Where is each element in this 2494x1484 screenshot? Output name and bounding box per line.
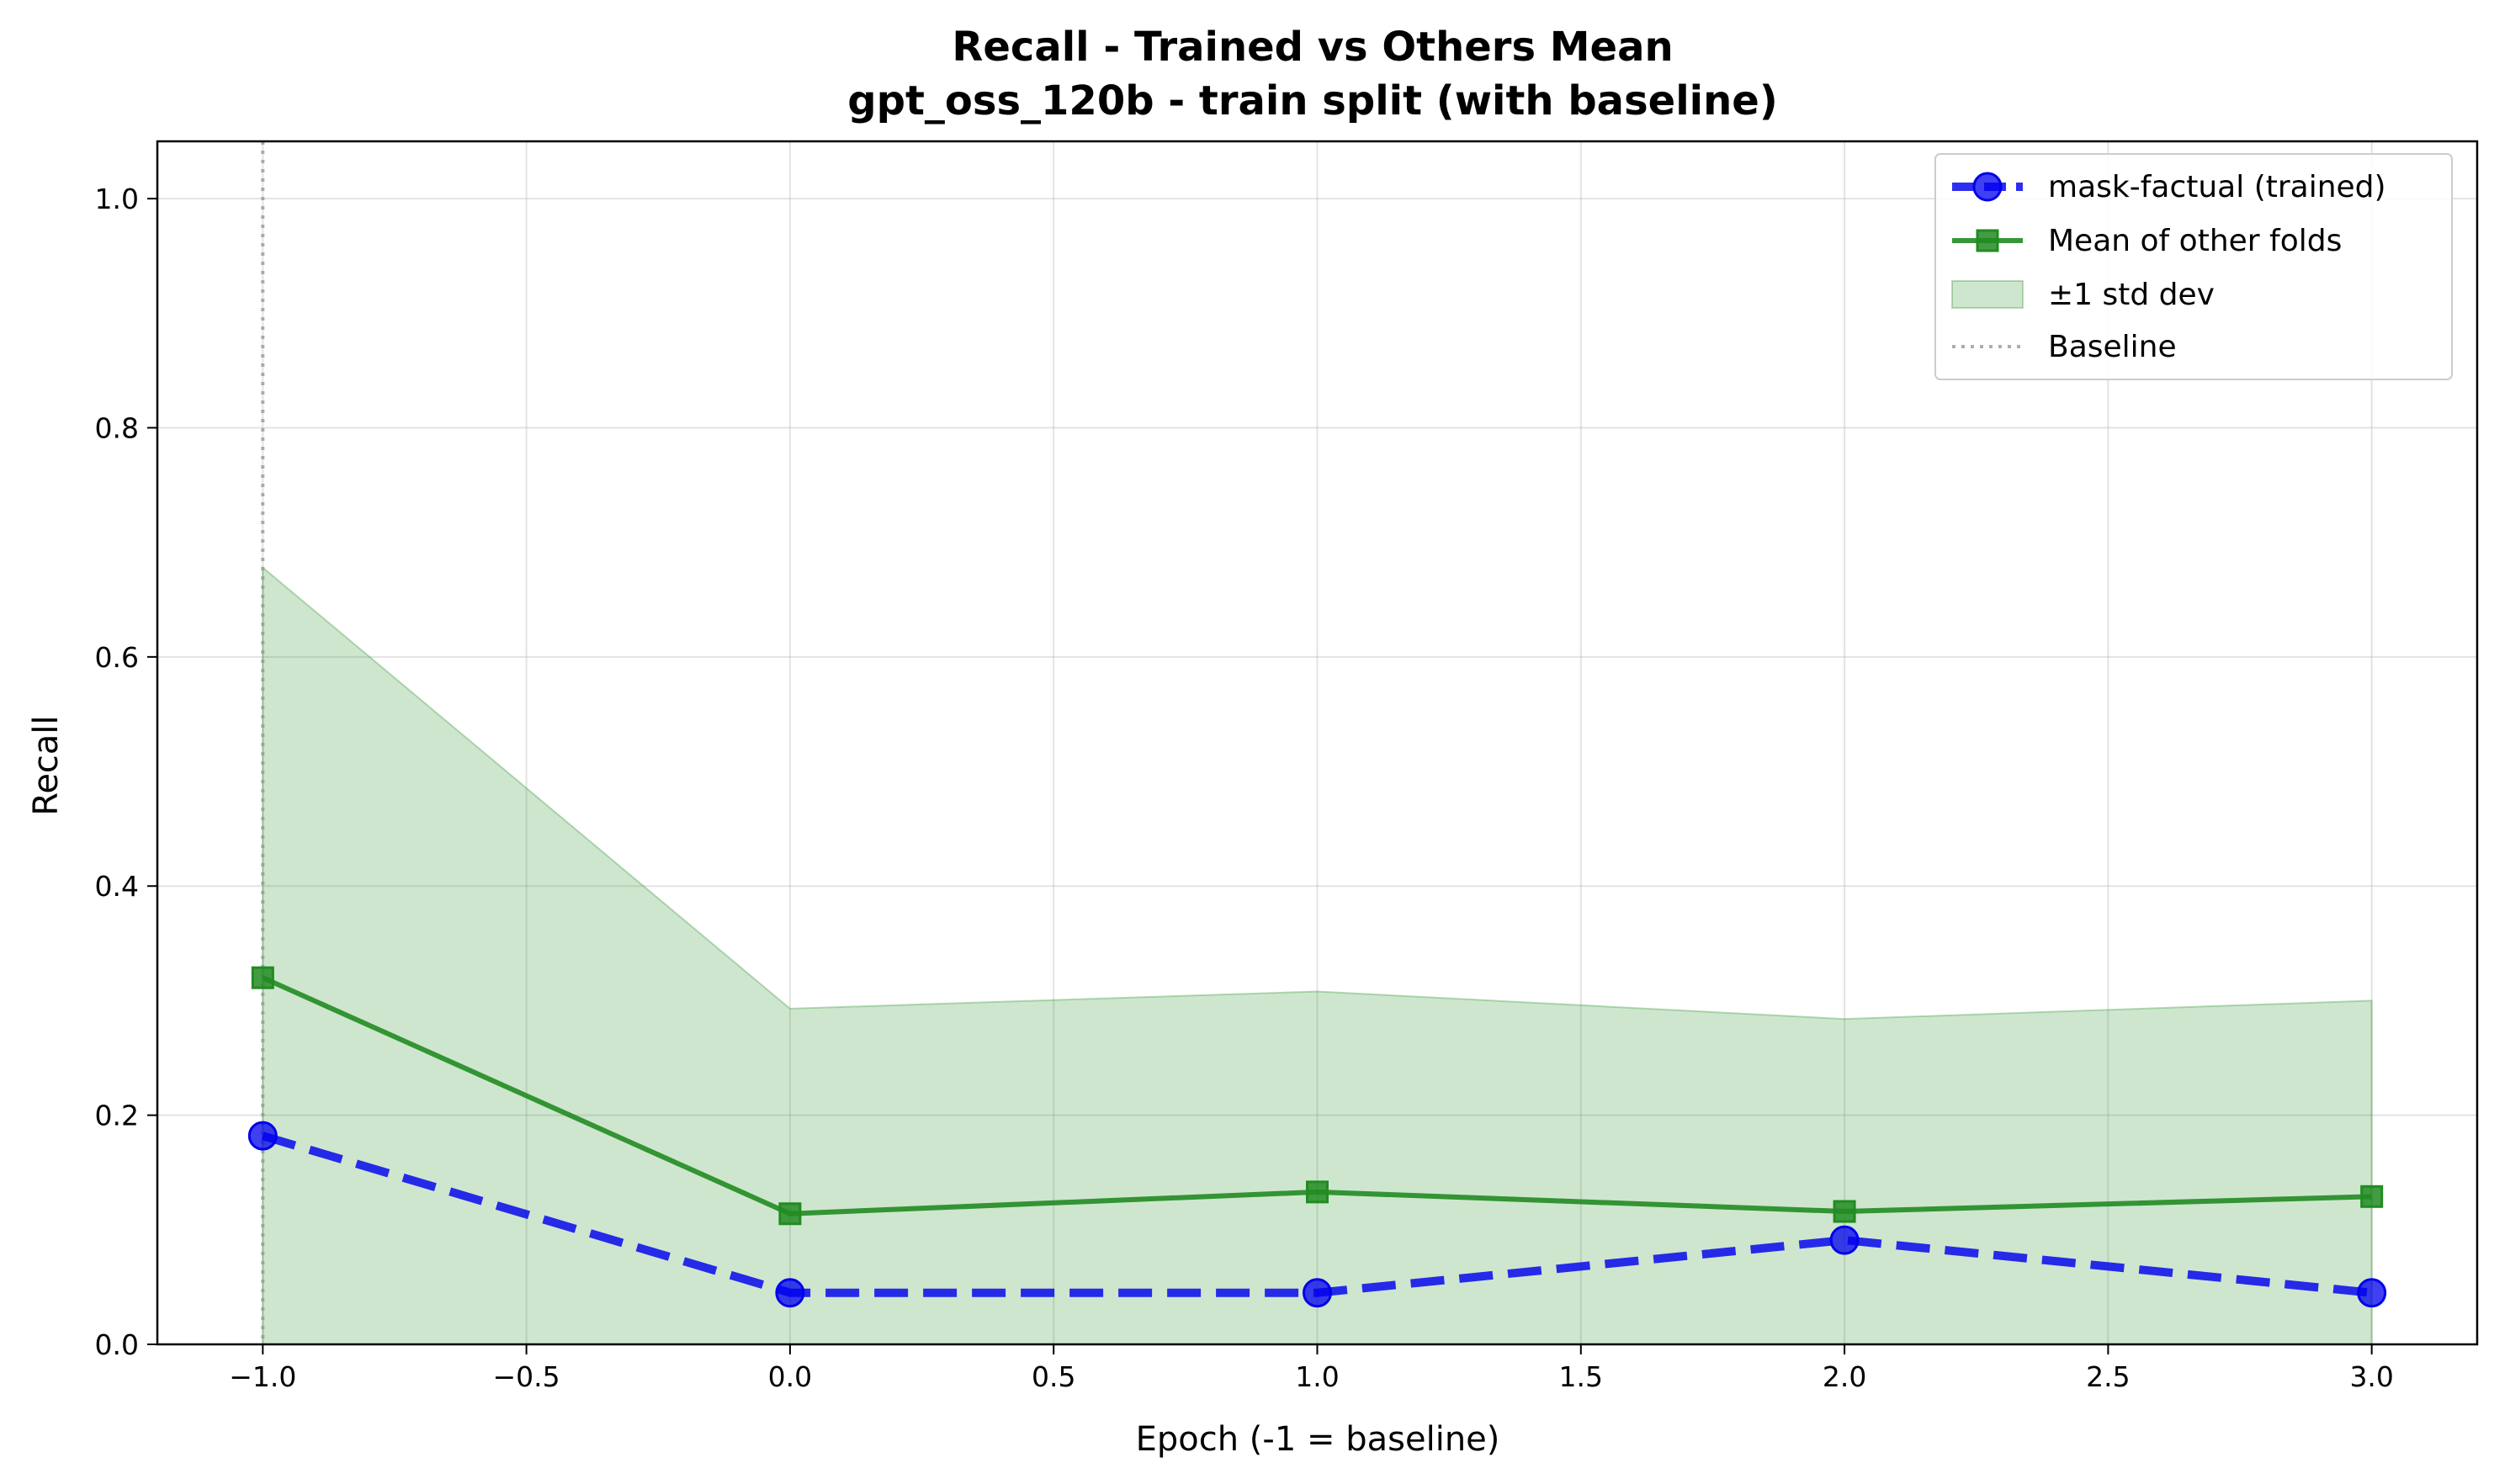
x-tick-label: −0.5 <box>493 1360 560 1393</box>
series-point-trained <box>1303 1278 1332 1308</box>
legend-label-std: ±1 std dev <box>2048 278 2215 312</box>
series-point-others <box>2360 1185 2384 1208</box>
x-tick-label: −1.0 <box>229 1360 296 1393</box>
chart-subtitle: gpt_oss_120b - train split (with baselin… <box>847 77 1778 125</box>
legend: mask-factual (trained) Mean of other fol… <box>1934 153 2453 380</box>
tick-labels: −1.0 −0.5 0.0 0.5 1.0 1.5 2.0 2.5 3.0 0.0 0.2 0.4 0.… <box>95 183 2394 1393</box>
axes <box>147 140 2479 1354</box>
x-axis-label: Epoch (-1 = baseline) <box>1136 1420 1500 1459</box>
x-tick-label: 1.5 <box>1559 1360 1603 1393</box>
series-point-trained <box>1829 1225 1860 1255</box>
x-tick-label: 0.5 <box>1032 1360 1075 1393</box>
legend-frame <box>1934 153 2453 380</box>
legend-label-others: Mean of other folds <box>2048 224 2342 258</box>
series-point-trained <box>247 1121 278 1151</box>
x-tick-label: 1.0 <box>1295 1360 1339 1393</box>
x-tick-label: 2.0 <box>1823 1360 1866 1393</box>
legend-marker-trained <box>1972 172 2003 202</box>
plot-frame <box>156 140 2479 1346</box>
legend-markers <box>1951 172 2024 348</box>
y-tick-label: 0.4 <box>95 870 139 903</box>
y-tick-label: 0.8 <box>95 411 139 444</box>
legend-swatch-std <box>1951 280 2024 309</box>
series-point-others <box>251 966 274 989</box>
legend-marker-others <box>1976 229 1999 252</box>
series-point-trained <box>2357 1278 2387 1308</box>
x-tick-label: 2.5 <box>2086 1360 2130 1393</box>
series-point-others <box>778 1202 802 1226</box>
series-point-others <box>1833 1200 1856 1223</box>
y-tick-label: 0.2 <box>95 1100 139 1132</box>
series-layer <box>247 966 2387 1308</box>
series-point-others <box>1306 1180 1329 1204</box>
legend-label-trained: mask-factual (trained) <box>2048 170 2386 204</box>
x-tick-label: 3.0 <box>2349 1360 2393 1393</box>
x-tick-label: 0.0 <box>768 1360 812 1393</box>
y-tick-label: 1.0 <box>95 183 139 215</box>
legend-label-baseline: Baseline <box>2048 330 2177 364</box>
y-axis-label: Recall <box>27 715 66 815</box>
series-point-trained <box>775 1278 805 1308</box>
y-tick-label: 0.6 <box>95 641 139 674</box>
chart-title: Recall - Trained vs Others Mean <box>952 24 1673 71</box>
y-tick-label: 0.0 <box>95 1328 139 1361</box>
